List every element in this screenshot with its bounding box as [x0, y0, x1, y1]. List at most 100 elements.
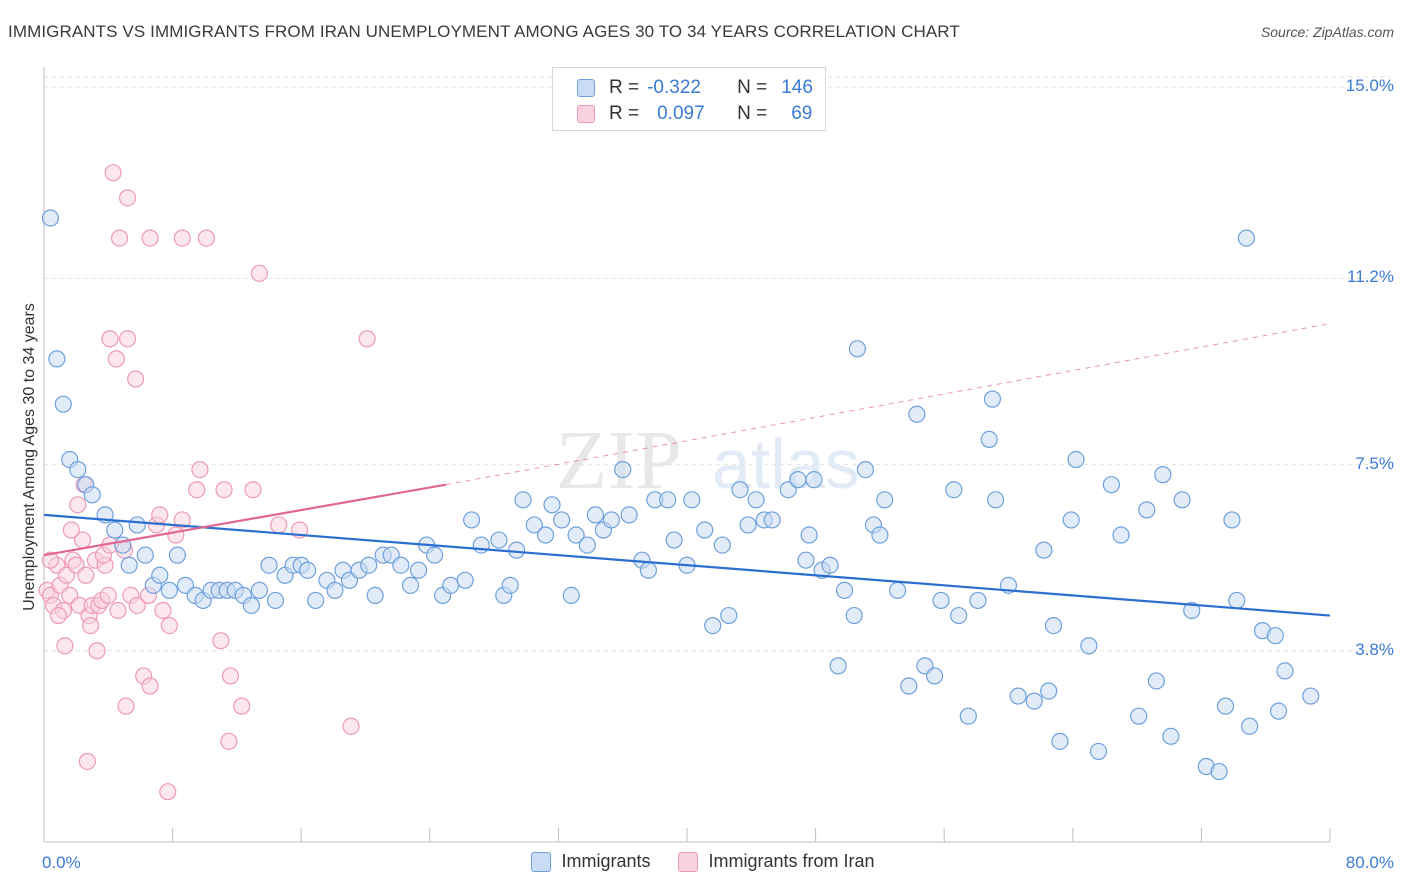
immigrants-point — [360, 556, 378, 574]
immigrants-point — [1223, 511, 1241, 529]
immigrants-point — [1089, 742, 1108, 761]
iran-point — [160, 617, 178, 635]
iran-point — [110, 229, 129, 247]
immigrants-point — [983, 390, 1002, 408]
immigrants-point — [1269, 702, 1288, 720]
legend-swatch-pink — [577, 105, 595, 123]
immigrants-point — [1130, 707, 1148, 725]
immigrants-point — [871, 526, 889, 544]
iran-point — [69, 496, 87, 514]
immigrants-point — [120, 556, 138, 574]
immigrants-point — [501, 576, 519, 594]
y-tick-label: 15.0% — [1345, 76, 1394, 96]
immigrants-point — [260, 556, 278, 574]
y-tick-label: 7.5% — [1355, 453, 1394, 473]
immigrants-point — [326, 581, 344, 599]
immigrants-point — [266, 591, 285, 610]
iran-point — [104, 164, 122, 182]
immigrants-point — [1138, 501, 1156, 519]
iran-point — [215, 481, 233, 499]
immigrants-point — [553, 511, 571, 529]
immigrants-point — [620, 506, 638, 524]
immigrants-point — [442, 576, 460, 594]
immigrants-point — [925, 667, 944, 685]
iran-point — [173, 511, 191, 529]
immigrants-point — [1210, 762, 1228, 781]
immigrants-point — [1080, 637, 1098, 655]
immigrants-point — [1237, 229, 1256, 247]
immigrants-point — [829, 657, 847, 675]
legend-label-immigrants: Immigrants — [561, 851, 651, 871]
iran-point — [127, 370, 145, 388]
immigrants-point — [1025, 692, 1043, 710]
iran-point — [82, 617, 100, 635]
immigrants-point — [704, 617, 722, 635]
immigrants-point — [848, 340, 866, 358]
immigrants-point — [106, 521, 124, 539]
chart-title: IMMIGRANTS VS IMMIGRANTS FROM IRAN UNEMP… — [8, 22, 960, 41]
trend-lines — [43, 323, 1331, 617]
iran-point — [212, 632, 230, 650]
y-tick-label: 11.2% — [1347, 267, 1394, 287]
iran-point — [221, 667, 240, 685]
r-value: 0.097 — [657, 103, 705, 124]
immigrants-point — [543, 496, 561, 514]
y-tick-label: 3.8% — [1355, 639, 1394, 659]
immigrants-point — [908, 405, 926, 423]
legend-swatch-blue — [531, 851, 552, 872]
correlation-legend: R = -0.322 N = 146 R = 0.097 N = 69 — [552, 67, 826, 131]
iran-point — [49, 606, 68, 625]
r-value: -0.322 — [647, 77, 701, 98]
iran-trend-line — [43, 483, 447, 557]
iran-point — [154, 601, 172, 620]
immigrants-point — [602, 511, 621, 529]
grid-lines — [44, 76, 1390, 652]
iran-point — [101, 330, 119, 348]
iran-point — [88, 642, 106, 660]
immigrants-point — [969, 591, 987, 610]
immigrants-point — [1009, 687, 1027, 705]
immigrants-point — [900, 677, 918, 695]
iran-point — [117, 697, 135, 715]
immigrants-point — [392, 556, 410, 574]
immigrants-point — [578, 536, 596, 554]
immigrants-point — [1044, 617, 1063, 635]
r-label: R = — [609, 77, 640, 98]
iran-point — [173, 229, 191, 247]
immigrants-point — [696, 521, 714, 539]
iran-point — [107, 350, 125, 368]
immigrants-point — [1147, 672, 1165, 690]
immigrants-point — [665, 531, 683, 549]
immigrants-point — [659, 491, 677, 509]
series-legend: Immigrants Immigrants from Iran — [0, 851, 1406, 872]
immigrants-point — [472, 536, 490, 554]
r-label: R = — [609, 103, 640, 124]
axes — [43, 67, 1331, 843]
immigrants-point — [41, 209, 60, 227]
immigrants-point — [54, 395, 72, 413]
iran-point — [118, 189, 137, 207]
iran-point — [118, 330, 137, 348]
source-note: Source: ZipAtlas.com — [1260, 24, 1394, 40]
immigrants-point — [128, 516, 146, 534]
immigrants-point — [250, 581, 269, 599]
legend-item-immigrants: Immigrants — [531, 851, 650, 872]
legend-swatch-blue — [577, 79, 595, 97]
immigrants-point — [168, 546, 187, 564]
immigrants-point — [1062, 511, 1080, 529]
immigrants-point — [299, 561, 317, 579]
immigrants-point — [1302, 687, 1320, 705]
immigrants-point — [805, 471, 823, 489]
immigrants-point — [69, 460, 87, 479]
legend-item-iran: Immigrants from Iran — [678, 851, 875, 872]
immigrants-point — [366, 586, 384, 605]
immigrants-point — [1276, 662, 1294, 680]
immigrants-point — [888, 581, 907, 599]
iran-point — [41, 551, 60, 569]
iran-point — [197, 229, 215, 247]
n-value: 146 — [781, 77, 813, 98]
immigrants-point — [426, 546, 444, 564]
immigrants-point — [980, 430, 998, 449]
x-tick-max: 80.0% — [1345, 853, 1394, 872]
immigrants-point — [1112, 526, 1130, 544]
